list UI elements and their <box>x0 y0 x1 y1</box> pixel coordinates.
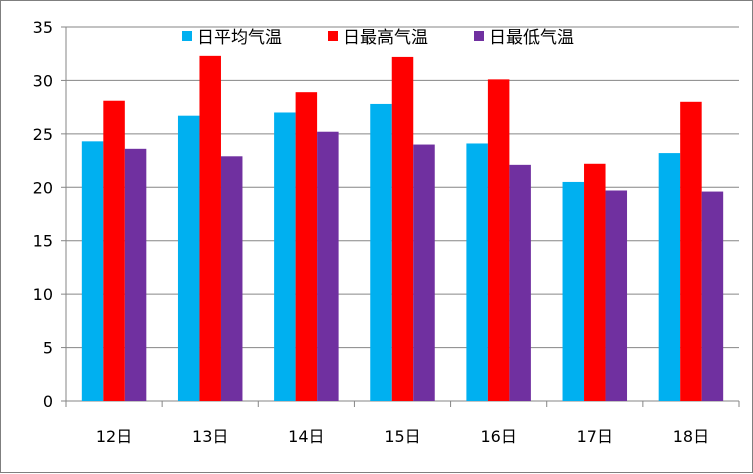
y-tick-label: 0 <box>43 392 53 411</box>
x-tick-label: 12日 <box>96 427 132 446</box>
x-tick-label: 16日 <box>480 427 516 446</box>
legend: 日平均气温 日最高气温 日最低气温 <box>182 28 574 48</box>
legend-label: 日最高气温 <box>343 28 428 48</box>
bar <box>391 56 414 402</box>
bars <box>81 55 724 402</box>
bar <box>177 115 200 401</box>
bar <box>295 92 318 401</box>
bar <box>199 55 221 401</box>
axis-labels: 0 5 10 15 20 25 30 35 12日 13日 14日 15日 16日 17日 18日 <box>33 18 709 446</box>
bar <box>584 163 606 401</box>
bar <box>220 156 243 401</box>
bar <box>466 143 488 401</box>
x-tick-label: 18日 <box>673 427 709 446</box>
y-tick-label: 5 <box>43 339 53 358</box>
y-tick-label: 20 <box>33 178 53 197</box>
legend-swatch <box>182 31 192 41</box>
x-tick-label: 14日 <box>288 427 324 446</box>
bar <box>413 144 435 402</box>
bar <box>124 148 147 401</box>
legend-label: 日最低气温 <box>489 28 574 48</box>
bar <box>370 103 392 402</box>
x-tick-label: 17日 <box>577 427 613 446</box>
y-tick-label: 15 <box>33 232 53 251</box>
x-tick-label: 15日 <box>384 427 420 446</box>
legend-label: 日平均气温 <box>197 28 282 48</box>
bar <box>81 141 104 401</box>
y-tick-label: 10 <box>33 285 53 304</box>
bar <box>103 100 125 401</box>
bar <box>487 79 510 402</box>
bar <box>680 101 702 402</box>
bar <box>605 190 628 401</box>
bar <box>658 153 681 401</box>
y-tick-label: 30 <box>33 71 53 90</box>
bar <box>509 164 531 401</box>
legend-swatch <box>474 31 484 41</box>
bar <box>562 181 585 401</box>
bar <box>317 131 339 401</box>
legend-swatch <box>328 31 338 41</box>
y-tick-label: 35 <box>33 18 53 37</box>
bar <box>274 112 296 401</box>
x-tick-label: 13日 <box>192 427 228 446</box>
bar <box>701 191 724 401</box>
y-tick-label: 25 <box>33 125 53 144</box>
